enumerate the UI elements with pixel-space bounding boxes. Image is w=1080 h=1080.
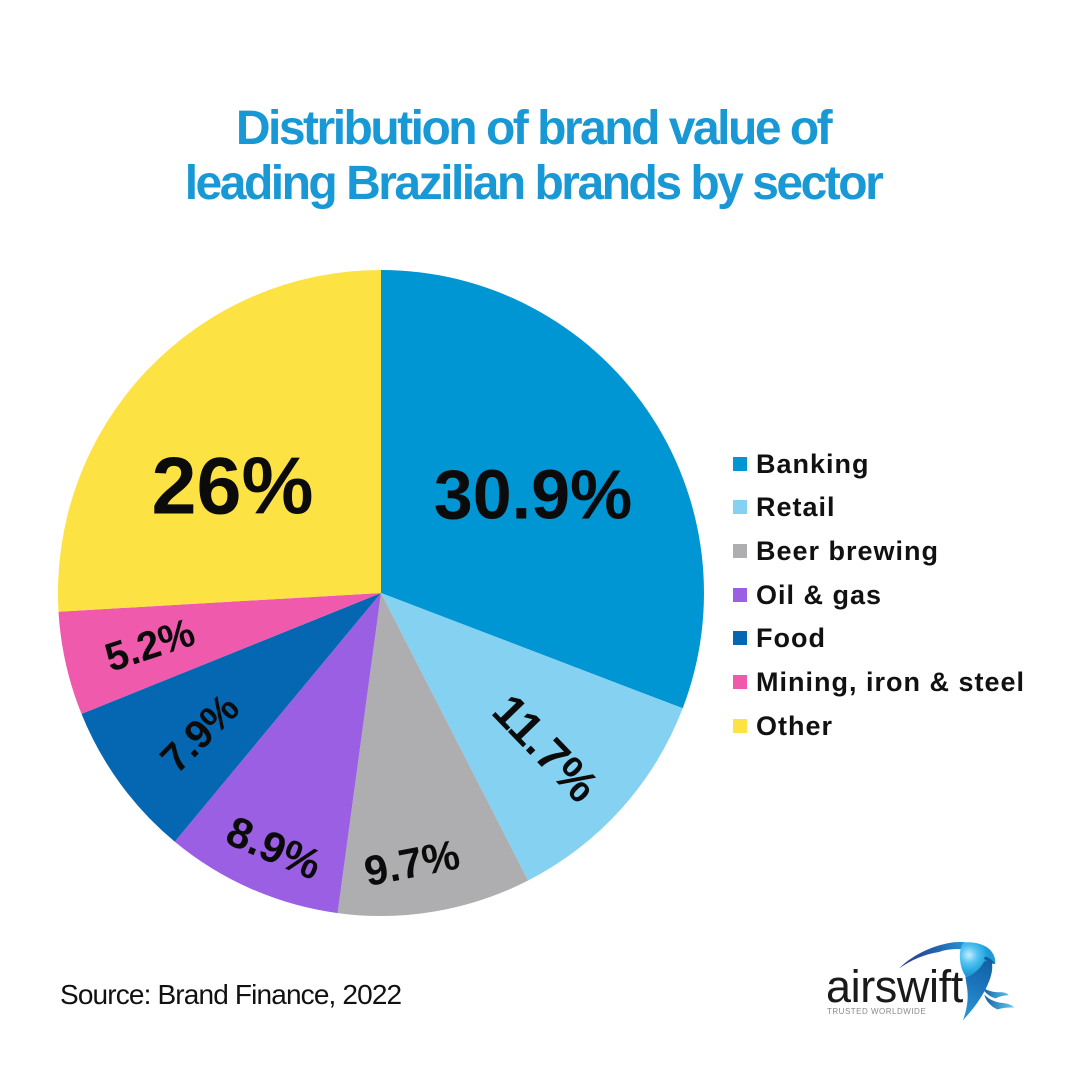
svg-text:26%: 26%	[151, 442, 313, 532]
svg-text:30.9%: 30.9%	[434, 456, 632, 534]
